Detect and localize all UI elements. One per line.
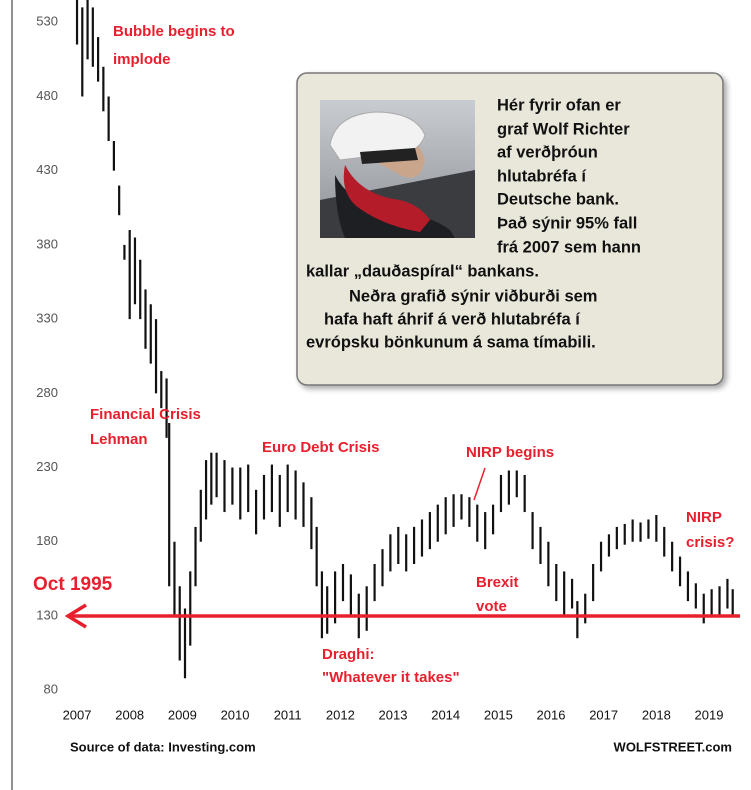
y-tick-label: 480 — [36, 88, 58, 103]
credit: WOLFSTREET.com — [614, 739, 732, 754]
inset-text-line: kallar „dauðaspíral“ bankans. — [306, 262, 539, 280]
inset-text-line: Það sýnir 95% fall — [497, 214, 637, 232]
inset-text-line: frá 2007 sem hann — [497, 238, 641, 256]
y-tick-label: 80 — [44, 682, 58, 697]
inset-box: Hér fyrir ofan er graf Wolf Richter af ver… — [297, 73, 723, 385]
inset-text-line: af verðþróun — [497, 143, 598, 161]
x-tick-label: 2009 — [168, 707, 197, 722]
annotation: Brexit — [476, 574, 519, 591]
x-tick-label: 2016 — [537, 707, 566, 722]
y-tick-label: 530 — [36, 14, 58, 29]
y-tick-label: 130 — [36, 607, 58, 622]
x-tick-label: 2012 — [326, 707, 355, 722]
x-tick-label: 2015 — [484, 707, 513, 722]
source-note: Source of data: Investing.com — [70, 739, 256, 754]
annotation: vote — [476, 598, 507, 615]
chart: 80 130 180 230 280 330 380 430 480 530 2007 2008 200… — [0, 0, 751, 790]
reference-label: Oct 1995 — [33, 574, 113, 595]
y-tick-label: 180 — [36, 533, 58, 548]
inset-text-line: Deutsche bank. — [497, 190, 619, 208]
y-tick-label: 430 — [36, 162, 58, 177]
annotation: Financial Crisis — [90, 406, 201, 423]
inset-text-line: hlutabréfa í — [497, 167, 587, 185]
inset-text-line: graf Wolf Richter — [497, 120, 630, 138]
annotation: crisis? — [686, 534, 734, 551]
annotation: NIRP — [686, 509, 722, 526]
annotation: "Whatever it takes" — [322, 669, 460, 686]
annotation: NIRP begins — [466, 444, 554, 461]
annotation: Bubble begins to — [113, 23, 235, 40]
annotation-pointer — [474, 468, 485, 500]
x-tick-label: 2019 — [695, 707, 724, 722]
y-tick-label: 230 — [36, 459, 58, 474]
x-tick-label: 2010 — [221, 707, 250, 722]
annotation: Euro Debt Crisis — [262, 439, 380, 456]
y-tick-label: 280 — [36, 385, 58, 400]
annotation: Lehman — [90, 431, 148, 448]
inset-text-line: hafa haft áhrif á verð hlutabréfa í — [324, 310, 581, 328]
x-tick-label: 2007 — [63, 707, 92, 722]
y-tick-label: 380 — [36, 236, 58, 251]
x-tick-label: 2014 — [431, 707, 460, 722]
y-tick-label: 330 — [36, 311, 58, 326]
x-tick-label: 2017 — [589, 707, 618, 722]
inset-text-line: evrópsku bönkunum á sama tímabili. — [306, 333, 596, 351]
inset-text-line: Neðra grafið sýnir viðburði sem — [349, 287, 597, 305]
annotation: implode — [113, 51, 171, 68]
portrait-photo — [320, 100, 475, 238]
x-tick-label: 2008 — [115, 707, 144, 722]
inset-text-line: Hér fyrir ofan er — [497, 96, 621, 114]
x-tick-label: 2018 — [642, 707, 671, 722]
x-tick-label: 2011 — [274, 707, 302, 722]
x-tick-label: 2013 — [379, 707, 408, 722]
annotation: Draghi: — [322, 646, 375, 663]
